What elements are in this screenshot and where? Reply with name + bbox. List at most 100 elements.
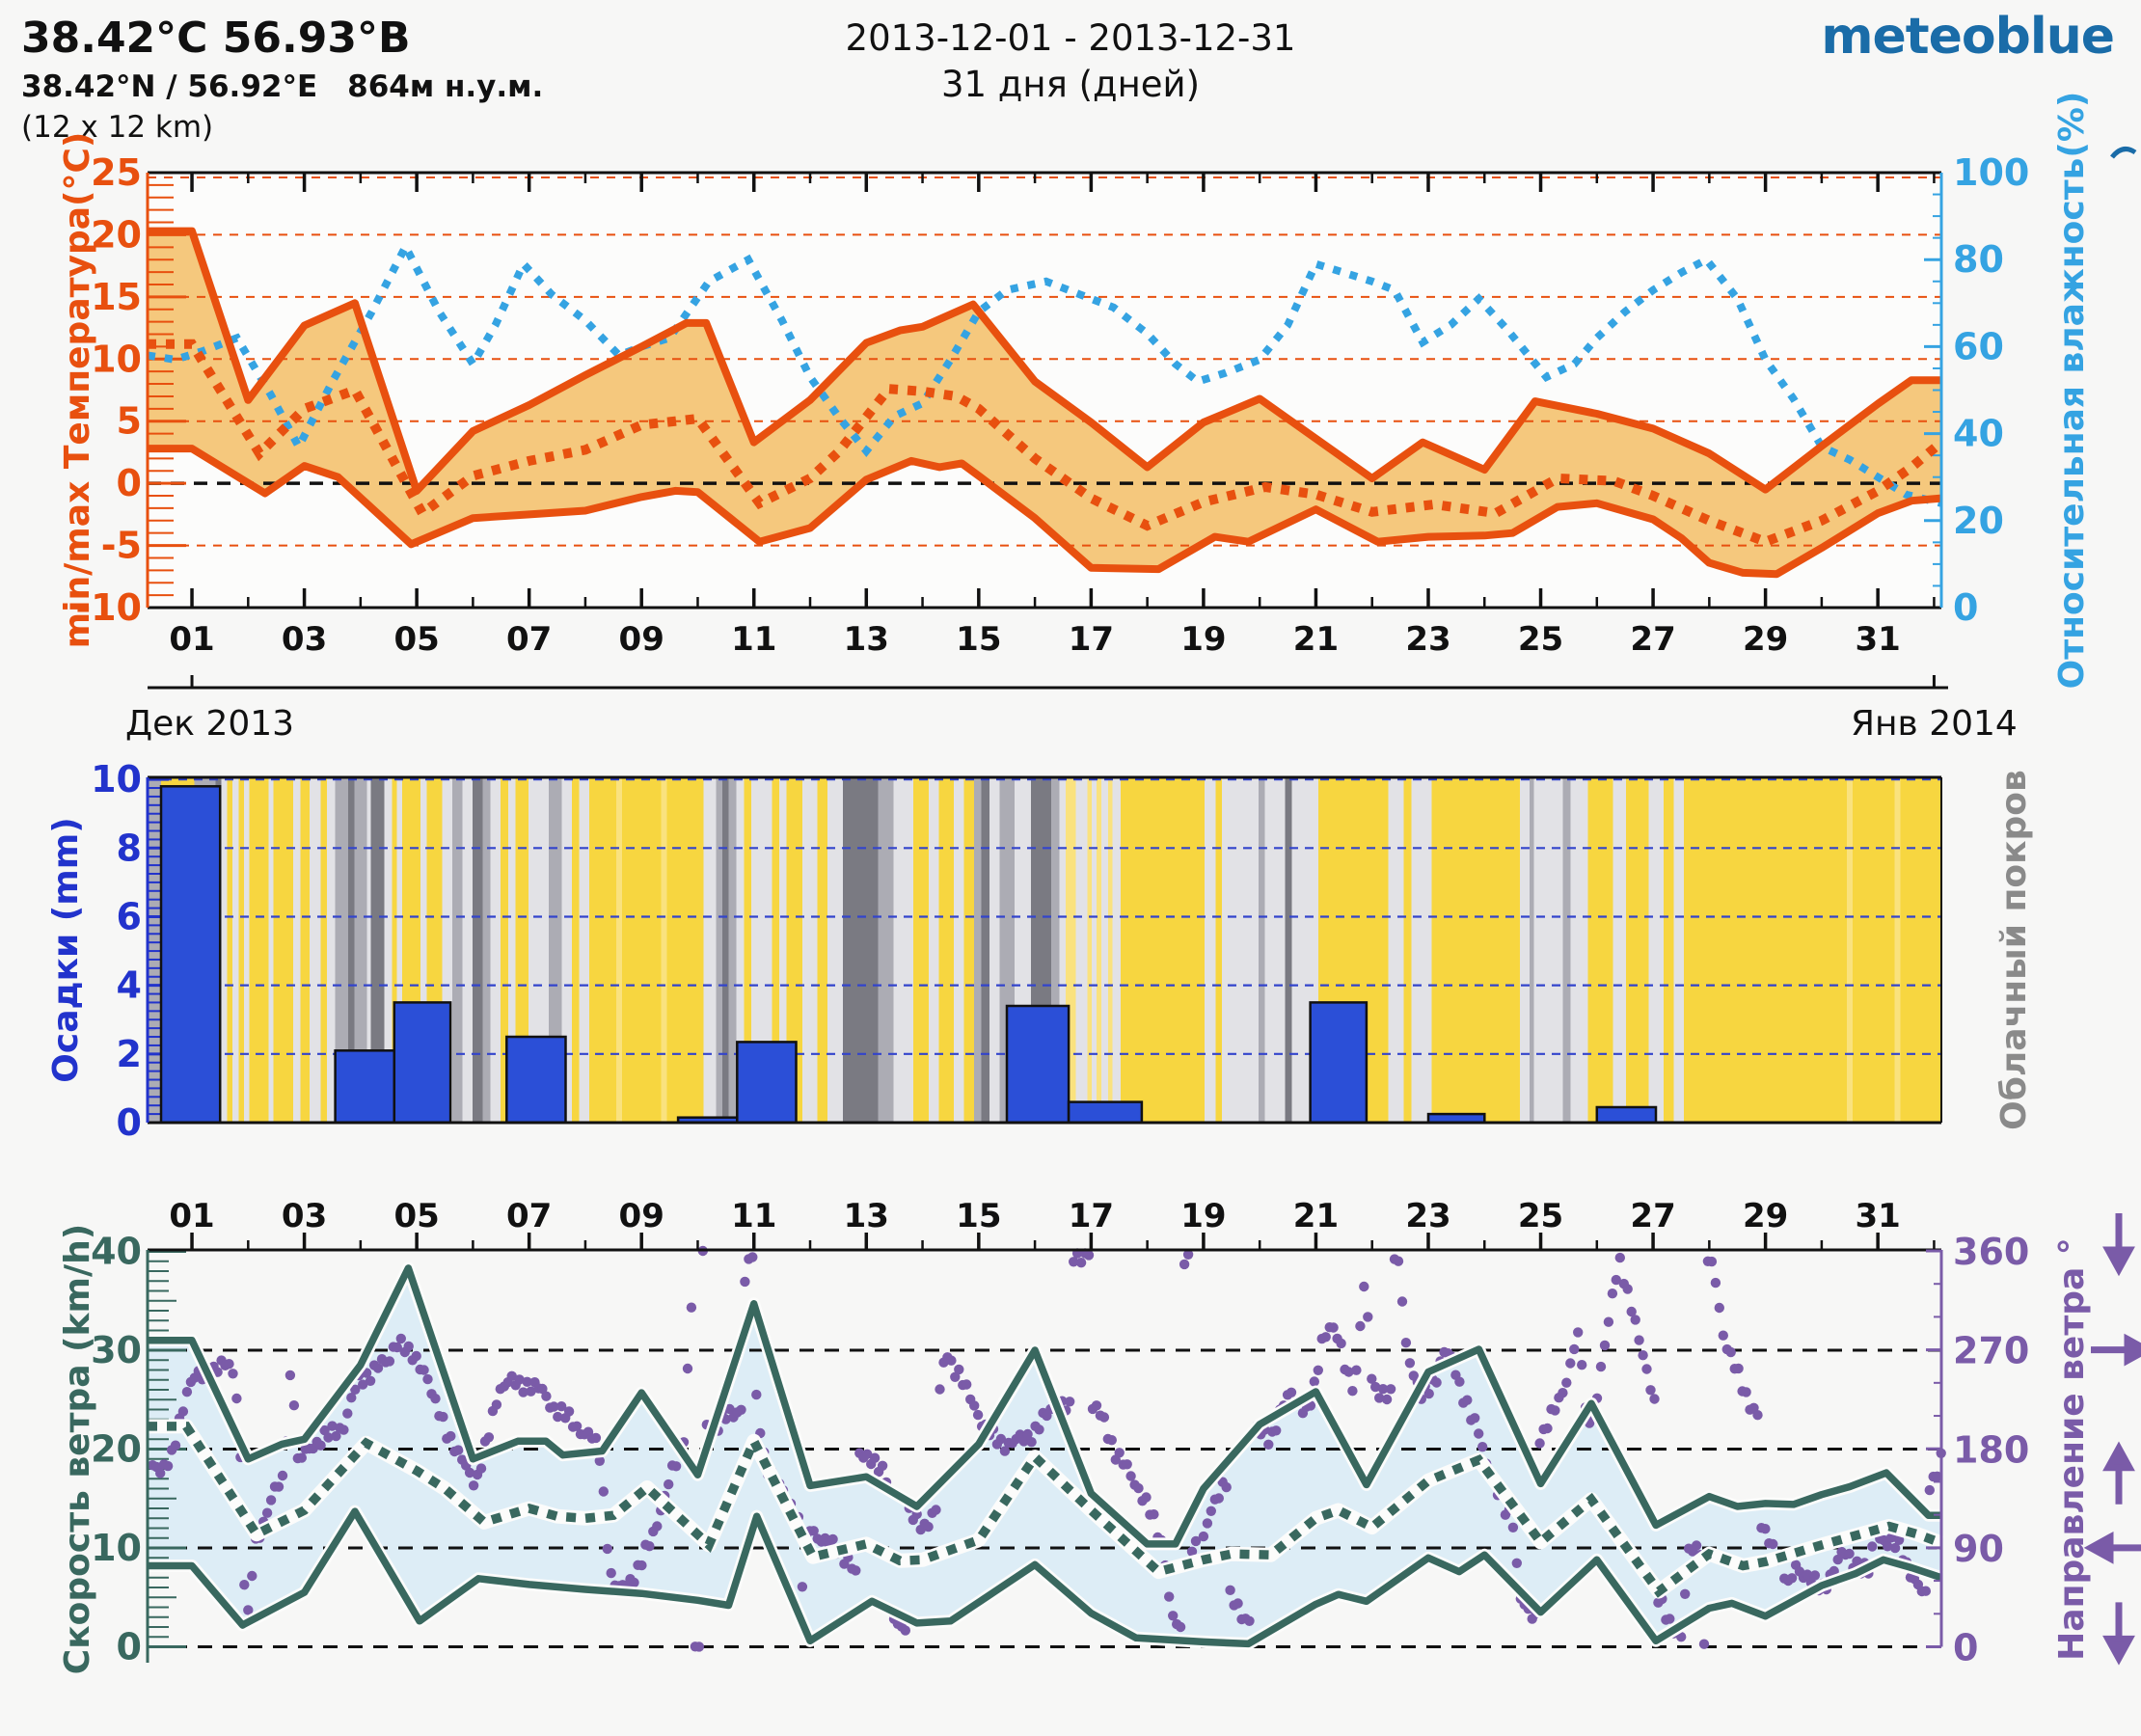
precip-bar xyxy=(505,1035,567,1125)
axis-text: 8 xyxy=(117,827,142,869)
chart-circle xyxy=(392,1342,402,1353)
chart-circle xyxy=(1649,1394,1660,1404)
chart-rect xyxy=(1403,777,1413,1123)
chart-circle xyxy=(277,1470,288,1481)
precip-bar xyxy=(334,1049,396,1125)
chart-rect xyxy=(981,777,990,1123)
chart-circle xyxy=(1569,1343,1580,1355)
chart-circle xyxy=(629,1577,639,1588)
chart-circle xyxy=(1852,1556,1862,1567)
axis-text: 19 xyxy=(1180,1197,1226,1235)
axis-text: 15 xyxy=(956,1197,1001,1235)
chart-rect xyxy=(817,777,829,1123)
chart-circle xyxy=(1404,1358,1416,1369)
chart-circle xyxy=(1725,1346,1736,1358)
chart-circle xyxy=(1026,1437,1037,1448)
axis-text: Осадки (mm) xyxy=(46,817,86,1082)
axis-text: -5 xyxy=(101,525,142,567)
axis-text: -10 xyxy=(75,586,142,629)
chart-circle xyxy=(1462,1395,1473,1405)
chart-circle xyxy=(1691,1540,1702,1551)
chart-circle xyxy=(395,1333,406,1344)
axis-text: 03 xyxy=(282,1197,327,1235)
chart-circle xyxy=(358,1379,368,1390)
chart-rect xyxy=(392,777,398,1123)
chart-circle xyxy=(1665,1614,1675,1624)
chart-circle xyxy=(1718,1330,1729,1341)
axis-text: 20 xyxy=(1953,500,2004,542)
chart-circle xyxy=(1470,1413,1480,1424)
chart-rect xyxy=(666,777,705,1123)
chart-rect xyxy=(1051,777,1061,1123)
chart-circle xyxy=(724,1403,735,1415)
chart-circle xyxy=(877,1460,888,1472)
chart-circle xyxy=(518,1387,528,1397)
chart-circle xyxy=(652,1521,663,1532)
chart-circle xyxy=(1889,1542,1901,1554)
chart-circle xyxy=(751,1389,762,1400)
chart-circle xyxy=(797,1582,808,1592)
chart-circle xyxy=(296,1452,307,1463)
chart-rect xyxy=(238,777,246,1123)
chart-circle xyxy=(1706,1256,1718,1267)
chart-circle xyxy=(1186,1546,1198,1558)
chart-circle xyxy=(1114,1448,1125,1458)
chart-circle xyxy=(606,1567,616,1579)
chart-rect xyxy=(1847,777,1854,1123)
chart-rect xyxy=(661,777,668,1123)
chart-circle xyxy=(1347,1386,1358,1397)
chart-circle xyxy=(740,1276,750,1288)
chart-circle xyxy=(181,1387,193,1397)
chart-circle xyxy=(506,1370,517,1382)
chart-circle xyxy=(1168,1611,1179,1621)
axis-text: 05 xyxy=(393,620,439,659)
chart-circle xyxy=(1638,1350,1648,1361)
chart-rect xyxy=(1087,777,1093,1123)
chart-circle xyxy=(1359,1281,1369,1292)
chart-rect xyxy=(292,777,302,1123)
chart-circle xyxy=(1741,1387,1751,1397)
chart-circle xyxy=(1225,1585,1235,1596)
chart-rect xyxy=(1529,777,1535,1123)
chart-circle xyxy=(1122,1459,1132,1470)
chart-rect xyxy=(1222,777,1260,1123)
axis-text: 2 xyxy=(117,1033,142,1075)
axis-text: 13 xyxy=(844,1197,889,1235)
chart-circle xyxy=(438,1411,448,1423)
chart-circle xyxy=(1083,1250,1095,1261)
axis-text: 0 xyxy=(117,1626,142,1668)
chart-circle xyxy=(1752,1410,1763,1421)
axis-text: Направление ветра ° xyxy=(2052,1237,2092,1661)
chart-path xyxy=(148,231,1941,575)
chart-circle xyxy=(1355,1320,1366,1332)
chart-rect xyxy=(744,777,752,1123)
chart-circle xyxy=(231,1393,242,1404)
axis-text: 0 xyxy=(1953,1627,1978,1669)
chart-circle xyxy=(1893,1534,1905,1546)
chart-circle xyxy=(464,1467,475,1478)
direction-arrow-down xyxy=(2102,1602,2135,1666)
chart-circle xyxy=(1141,1492,1152,1503)
chart-rect xyxy=(326,777,337,1123)
chart-circle xyxy=(1603,1316,1614,1327)
chart-circle xyxy=(664,1478,674,1490)
chart-circle xyxy=(1885,1533,1897,1543)
chart-circle xyxy=(598,1486,609,1497)
chart-circle xyxy=(1786,1573,1798,1584)
chart-circle xyxy=(1367,1373,1377,1384)
chart-circle xyxy=(1534,1438,1545,1449)
axis-text: 0 xyxy=(117,462,142,504)
chart-circle xyxy=(1286,1387,1297,1398)
chart-circle xyxy=(549,1401,559,1412)
chart-circle xyxy=(972,1409,984,1421)
chart-circle xyxy=(483,1432,495,1443)
chart-circle xyxy=(372,1363,384,1373)
chart-circle xyxy=(1363,1312,1373,1322)
chart-circle xyxy=(962,1379,972,1390)
chart-rect xyxy=(963,777,976,1123)
chart-rect xyxy=(1533,777,1564,1123)
chart-rect xyxy=(1264,777,1287,1123)
axis-text: 25 xyxy=(1518,620,1563,659)
chart-circle xyxy=(931,1505,941,1515)
chart-circle xyxy=(1626,1306,1637,1317)
